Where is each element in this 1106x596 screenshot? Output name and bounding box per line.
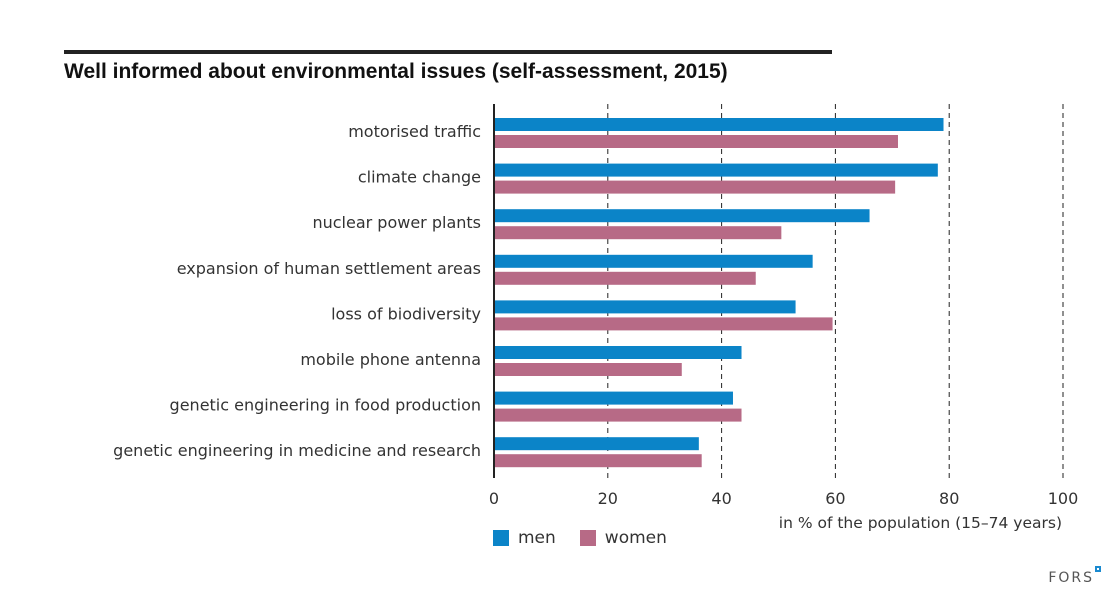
bar-men	[495, 254, 813, 268]
bar-men	[495, 300, 796, 314]
bar-men	[495, 163, 938, 177]
bar-men	[495, 346, 742, 359]
category-label: expansion of human settlement areas	[177, 259, 481, 278]
chart-title: Well informed about environmental issues…	[64, 60, 728, 83]
bar-men	[495, 391, 733, 405]
category-label: genetic engineering in medicine and rese…	[113, 441, 481, 460]
legend-label-men: men	[518, 528, 556, 548]
legend-item-men: men	[493, 528, 556, 548]
x-tick-label: 0	[489, 489, 499, 508]
category-label: loss of biodiversity	[331, 304, 481, 323]
x-tick-label: 100	[1048, 489, 1079, 508]
x-tick-label: 40	[711, 489, 731, 508]
bar-women	[495, 408, 742, 422]
logo-text: FORS	[1048, 570, 1094, 586]
x-tick-label: 20	[598, 489, 618, 508]
bar-women	[495, 271, 756, 285]
bar-men	[495, 209, 870, 223]
bar-women	[495, 363, 682, 376]
bar-men	[495, 437, 699, 451]
bar-women	[495, 226, 782, 240]
category-label: motorised traffic	[348, 122, 481, 141]
legend: men women	[493, 528, 667, 548]
fors-logo: FORS	[1048, 566, 1101, 586]
bar-men	[495, 118, 944, 131]
x-axis-label: in % of the population (15–74 years)	[779, 514, 1062, 532]
logo-square-icon	[1095, 566, 1101, 572]
category-label: nuclear power plants	[312, 213, 481, 232]
x-tick-label: 60	[825, 489, 845, 508]
legend-item-women: women	[579, 528, 667, 548]
bar-women	[495, 317, 833, 331]
x-tick-label: 80	[939, 489, 959, 508]
bar-women	[495, 180, 896, 194]
category-label: climate change	[358, 168, 481, 187]
legend-swatch-men	[493, 530, 509, 546]
category-label: genetic engineering in food production	[170, 396, 481, 415]
bar-women	[495, 135, 898, 148]
legend-swatch-women	[579, 530, 596, 546]
title-rule	[64, 50, 832, 54]
category-label: mobile phone antenna	[300, 350, 481, 369]
legend-label-women: women	[604, 528, 667, 548]
bar-women	[495, 454, 702, 468]
